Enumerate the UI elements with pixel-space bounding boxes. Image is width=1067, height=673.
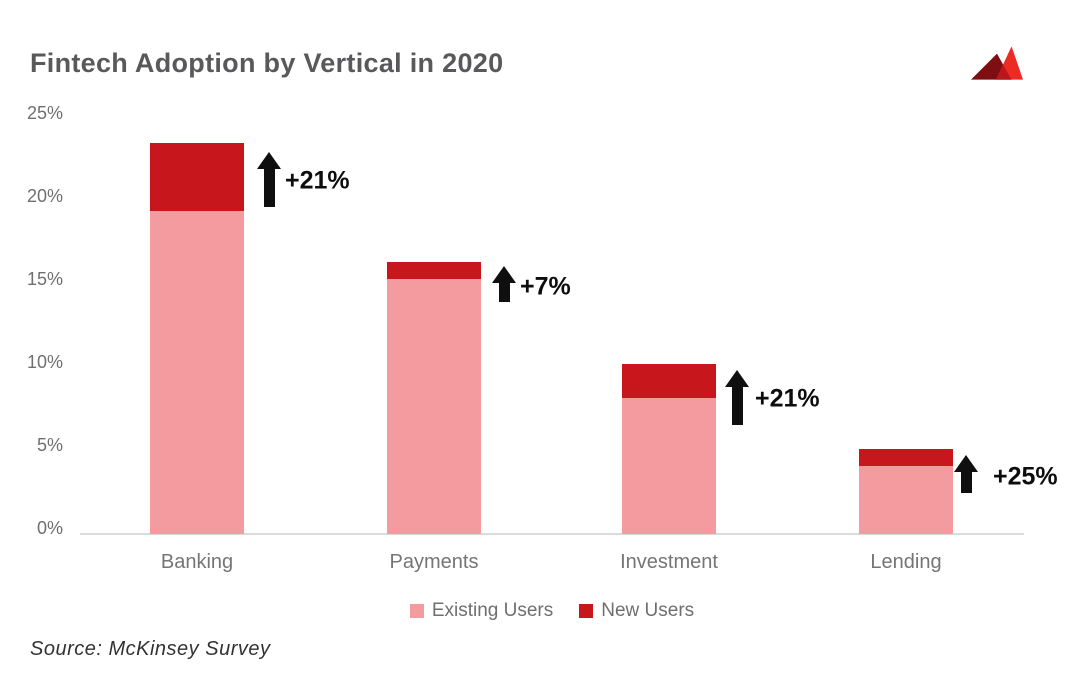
mountain-logo-icon [971, 46, 1023, 80]
legend: Existing Users New Users [80, 600, 1024, 622]
segment-new-users [622, 364, 716, 398]
legend-item: Existing Users [409, 600, 554, 622]
legend-label: New Users [601, 600, 695, 621]
y-axis-tick-label: 15% [26, 269, 63, 289]
arrow-shaft [731, 387, 743, 425]
arrow-head [725, 370, 749, 387]
growth-label: +21% [285, 166, 350, 195]
arrow-shaft [960, 472, 972, 493]
growth-arrow-icon [257, 152, 281, 207]
legend-item: New Users [579, 600, 694, 622]
segment-new-users [859, 449, 953, 466]
segment-existing-users [622, 398, 716, 534]
segment-new-users [387, 262, 481, 279]
arrow-shaft [263, 169, 275, 207]
legend-swatch [579, 604, 594, 618]
segment-new-users [150, 143, 244, 211]
y-axis-tick-label: 20% [26, 186, 63, 206]
brand-logo [971, 46, 1023, 80]
bar-payments [387, 262, 481, 534]
arrow-head [257, 152, 281, 169]
growth-arrow-icon [954, 455, 978, 493]
arrow-head [954, 455, 978, 472]
segment-existing-users [859, 466, 953, 534]
growth-arrow-icon [492, 266, 516, 302]
source-note: Source: McKinsey Survey [30, 638, 271, 660]
x-axis-label-payments: Payments [389, 551, 479, 573]
growth-label: +7% [520, 272, 571, 301]
growth-label: +21% [755, 384, 820, 413]
legend-swatch [409, 604, 424, 618]
segment-existing-users [387, 279, 481, 534]
growth-arrow-icon [725, 370, 749, 425]
x-axis-line [80, 533, 1024, 535]
x-axis-label-investment: Investment [620, 551, 718, 573]
bar-banking [150, 143, 244, 534]
y-axis-tick-label: 5% [36, 435, 63, 455]
y-axis-tick-label: 10% [26, 352, 63, 372]
legend-label: Existing Users [431, 600, 554, 621]
x-axis-label-lending: Lending [870, 551, 942, 573]
arrow-head [492, 266, 516, 283]
y-axis-tick-label: 25% [26, 103, 63, 123]
arrow-shaft [498, 283, 510, 302]
x-axis-label-banking: Banking [160, 551, 234, 573]
bar-lending [859, 449, 953, 534]
growth-label: +25% [993, 462, 1058, 491]
y-axis-tick-label: 0% [36, 518, 63, 538]
segment-existing-users [150, 211, 244, 534]
bar-investment [622, 364, 716, 534]
chart-title: Fintech Adoption by Vertical in 2020 [30, 48, 504, 78]
